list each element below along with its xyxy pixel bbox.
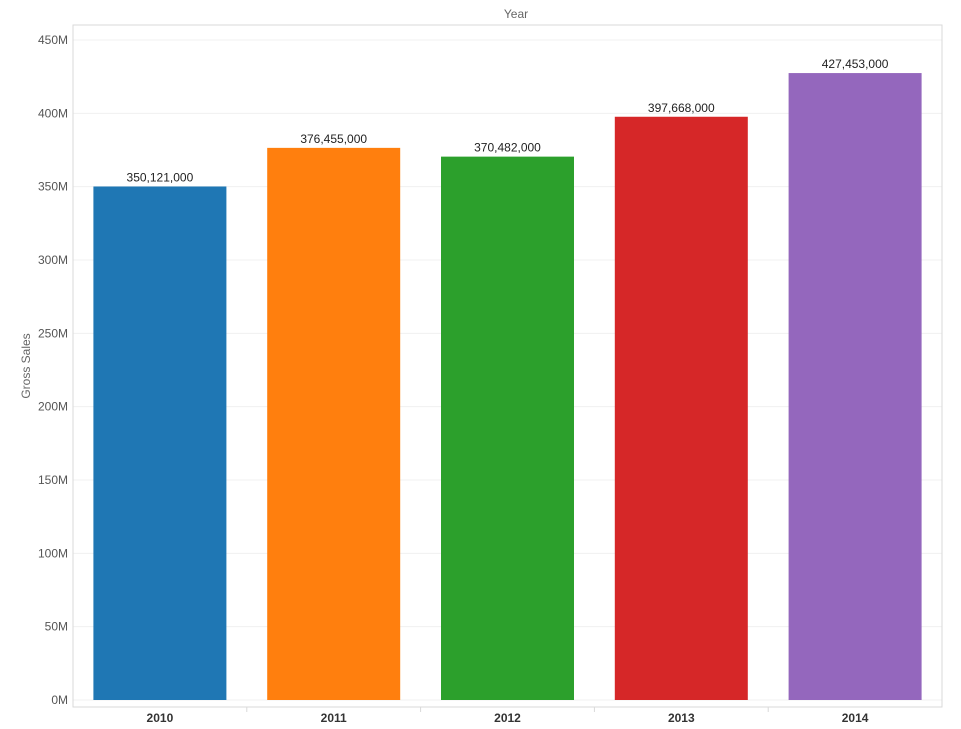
bar-2013[interactable] bbox=[614, 116, 748, 700]
data-label-2011: 376,455,000 bbox=[300, 132, 367, 146]
y-tick-label: 450M bbox=[38, 33, 68, 47]
x-axis-title: Year bbox=[504, 7, 528, 21]
data-label-2010: 350,121,000 bbox=[127, 170, 194, 184]
y-tick-label: 350M bbox=[38, 180, 68, 194]
x-tick-label-2010: 2010 bbox=[147, 711, 174, 725]
bar-2010[interactable] bbox=[93, 186, 227, 700]
y-tick-label: 150M bbox=[38, 473, 68, 487]
y-tick-label: 200M bbox=[38, 400, 68, 414]
bar-2012[interactable] bbox=[441, 156, 574, 700]
y-tick-label: 100M bbox=[38, 546, 68, 560]
y-tick-label: 0M bbox=[51, 693, 68, 707]
x-tick-label-2012: 2012 bbox=[494, 711, 521, 725]
x-axis-labels: 2010 2011 2012 2013 2014 bbox=[147, 707, 869, 725]
bar-2014[interactable] bbox=[788, 73, 922, 701]
data-label-2012: 370,482,000 bbox=[474, 141, 541, 155]
y-tick-label: 50M bbox=[45, 620, 68, 634]
y-tick-label: 400M bbox=[38, 106, 68, 120]
x-tick-label-2011: 2011 bbox=[321, 711, 347, 725]
y-tick-label: 300M bbox=[38, 253, 68, 267]
data-label-2014: 427,453,000 bbox=[822, 57, 889, 71]
bars-group bbox=[93, 73, 922, 701]
bar-2011[interactable] bbox=[267, 147, 401, 701]
x-tick-label-2013: 2013 bbox=[668, 711, 695, 725]
data-labels-group: 350,121,000 376,455,000 370,482,000 397,668… bbox=[127, 57, 889, 184]
y-tick-label: 250M bbox=[38, 326, 68, 340]
data-label-2013: 397,668,000 bbox=[648, 101, 715, 115]
x-tick-label-2014: 2014 bbox=[842, 711, 869, 725]
y-axis-title: Gross Sales bbox=[19, 333, 33, 398]
